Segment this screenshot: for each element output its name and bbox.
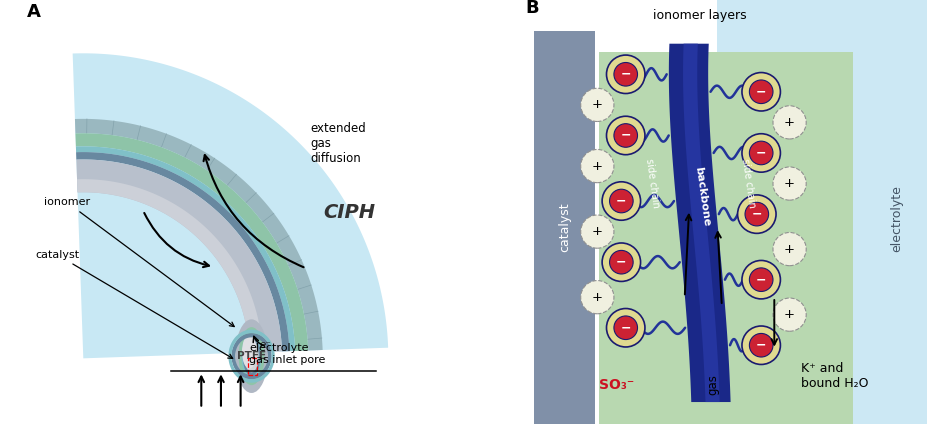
- Polygon shape: [668, 44, 730, 402]
- Ellipse shape: [242, 335, 257, 369]
- Text: −: −: [615, 194, 626, 208]
- Text: −: −: [755, 273, 766, 286]
- Text: −: −: [755, 339, 766, 352]
- Text: −: −: [620, 68, 631, 81]
- Text: B: B: [525, 0, 538, 17]
- Bar: [716, 0, 926, 424]
- Circle shape: [581, 215, 614, 248]
- Bar: [533, 31, 595, 424]
- Circle shape: [581, 149, 614, 183]
- Text: ionomer: ionomer: [44, 198, 234, 326]
- Circle shape: [606, 116, 644, 155]
- Text: +: +: [591, 225, 602, 238]
- Circle shape: [772, 106, 805, 139]
- Circle shape: [749, 141, 772, 165]
- Polygon shape: [683, 44, 719, 402]
- Circle shape: [606, 309, 644, 347]
- Text: backbone: backbone: [692, 166, 711, 227]
- Circle shape: [749, 268, 772, 291]
- Circle shape: [741, 73, 780, 111]
- Circle shape: [772, 167, 805, 200]
- Text: K⁺ and
bound H₂O: K⁺ and bound H₂O: [800, 362, 868, 390]
- Text: electrolyte: electrolyte: [889, 185, 902, 252]
- Text: −: −: [755, 146, 766, 160]
- Bar: [598, 52, 852, 424]
- Circle shape: [606, 55, 644, 94]
- Circle shape: [609, 189, 632, 213]
- Circle shape: [614, 124, 637, 147]
- Circle shape: [614, 62, 637, 86]
- Circle shape: [741, 134, 780, 172]
- Text: −: −: [750, 208, 761, 221]
- Text: +: +: [591, 98, 602, 111]
- Bar: [248, 358, 257, 375]
- Ellipse shape: [243, 336, 260, 376]
- Circle shape: [601, 182, 640, 220]
- Polygon shape: [75, 119, 322, 350]
- Text: +: +: [784, 177, 794, 190]
- Text: CIPH: CIPH: [323, 204, 376, 222]
- Polygon shape: [77, 179, 262, 353]
- Text: electrolyte
gas inlet pore: electrolyte gas inlet pore: [249, 343, 326, 365]
- Polygon shape: [73, 53, 388, 358]
- Text: −: −: [620, 129, 631, 142]
- Ellipse shape: [239, 327, 264, 385]
- Text: +: +: [784, 243, 794, 256]
- Text: gas: gas: [706, 374, 719, 395]
- Circle shape: [609, 250, 632, 274]
- Text: e⁻: e⁻: [260, 340, 271, 350]
- Text: extended
gas
diffusion: extended gas diffusion: [311, 122, 366, 165]
- Text: +: +: [591, 291, 602, 304]
- Ellipse shape: [244, 340, 259, 372]
- Text: side chain: side chain: [643, 158, 660, 209]
- Circle shape: [737, 195, 775, 233]
- Polygon shape: [76, 160, 281, 353]
- Text: A: A: [26, 3, 41, 21]
- Text: −: −: [615, 256, 626, 269]
- Text: catalyst: catalyst: [558, 202, 570, 252]
- Ellipse shape: [235, 319, 268, 393]
- Polygon shape: [76, 152, 289, 351]
- Text: +: +: [784, 308, 794, 321]
- Text: catalyst: catalyst: [35, 250, 232, 358]
- Circle shape: [772, 232, 805, 266]
- Circle shape: [741, 326, 780, 364]
- Polygon shape: [76, 146, 295, 351]
- Circle shape: [772, 298, 805, 331]
- Text: ionomer layers: ionomer layers: [652, 9, 746, 22]
- Text: +: +: [591, 160, 602, 173]
- Circle shape: [744, 202, 767, 226]
- Circle shape: [581, 88, 614, 121]
- Text: +: +: [784, 116, 794, 129]
- Text: −: −: [620, 321, 631, 334]
- Polygon shape: [228, 329, 275, 383]
- Text: PTFE: PTFE: [237, 351, 266, 361]
- Circle shape: [749, 333, 772, 357]
- Circle shape: [601, 243, 640, 281]
- Circle shape: [749, 80, 772, 104]
- Polygon shape: [231, 333, 271, 379]
- Text: −: −: [755, 85, 766, 98]
- Text: side chain: side chain: [739, 158, 756, 209]
- Circle shape: [614, 316, 637, 340]
- Polygon shape: [76, 133, 308, 351]
- Text: SO₃⁻: SO₃⁻: [598, 378, 634, 392]
- Circle shape: [581, 281, 614, 314]
- Circle shape: [741, 260, 780, 299]
- Ellipse shape: [242, 333, 261, 379]
